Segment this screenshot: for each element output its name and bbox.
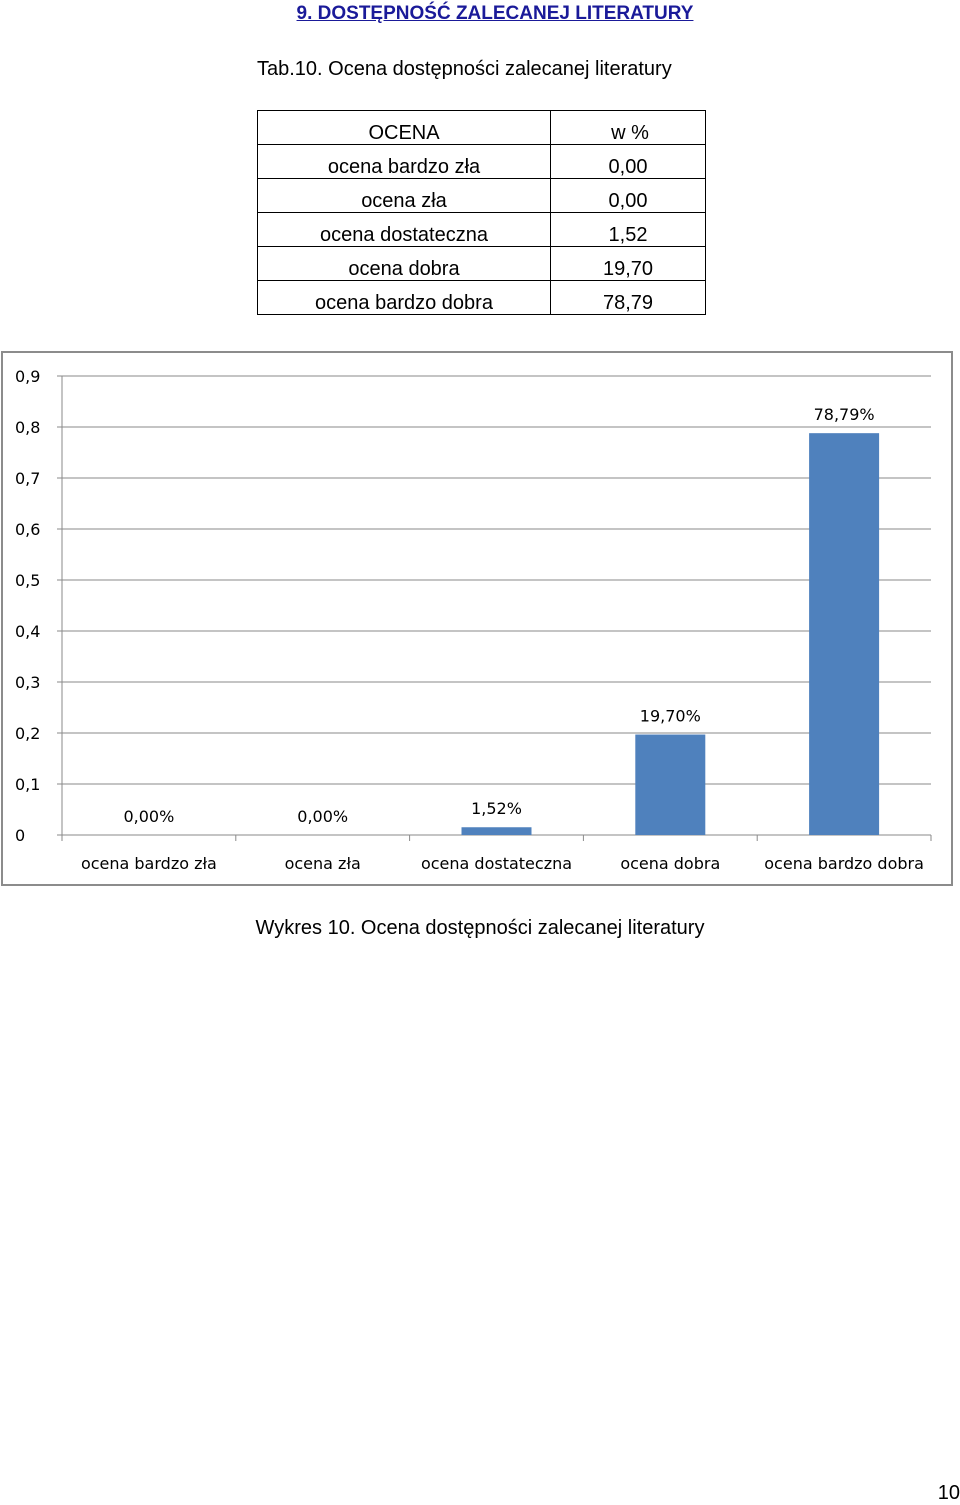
y-tick-label: 0,9 [15,367,40,386]
table-cell-grade: ocena dostateczna [257,212,551,247]
table-header-row: OCENA w % [257,110,706,145]
grade-table: OCENA w % ocena bardzo zła 0,00 ocena zł… [257,110,706,315]
y-tick-label: 0,3 [15,673,40,692]
table-row: ocena zła 0,00 [257,178,706,213]
table-cell-percent: 1,52 [550,212,706,247]
x-category-label: ocena zła [285,854,361,873]
section-heading: 9. DOSTĘPNOŚĆ ZALECANEJ LITERATURY [296,3,694,24]
y-tick-label: 0,4 [15,622,40,641]
table-cell-percent: 78,79 [550,280,706,315]
y-tick-label: 0,8 [15,418,40,437]
y-tick-label: 0,6 [15,520,40,539]
bar [809,433,880,835]
bar [635,734,706,835]
y-tick-label: 0,2 [15,724,40,743]
table-cell-grade: ocena bardzo zła [257,144,551,179]
table-cell-percent: 0,00 [550,144,706,179]
table-cell-percent: 19,70 [550,246,706,281]
chart-canvas: 0 0,1 0,2 0,3 0,4 0,5 0,6 0,7 0,8 0,9 0,00% ocena b… [15,367,932,873]
table-cell-grade: ocena zła [257,178,551,213]
table-header-cell: w % [550,110,706,145]
x-category-label: ocena dostateczna [421,854,572,873]
x-category-label: ocena bardzo dobra [764,854,924,873]
data-label: 78,79% [814,405,875,424]
table-caption: Tab.10. Ocena dostępności zalecanej lite… [257,58,672,80]
table-row: ocena dobra 19,70 [257,246,706,281]
chart-caption: Wykres 10. Ocena dostępności zalecanej l… [255,917,705,939]
table-row: ocena dostateczna 1,52 [257,212,706,247]
bar-chart: 0 0,1 0,2 0,3 0,4 0,5 0,6 0,7 0,8 0,9 0,00% ocena b… [1,351,953,886]
table-row: ocena bardzo zła 0,00 [257,144,706,179]
y-tick-label: 0,5 [15,571,40,590]
table-cell-grade: ocena dobra [257,246,551,281]
table-cell-percent: 0,00 [550,178,706,213]
table-header-cell: OCENA [257,110,551,145]
data-label: 0,00% [123,807,174,826]
table-cell-grade: ocena bardzo dobra [257,280,551,315]
bar [461,827,532,835]
x-category-label: ocena dobra [620,854,720,873]
y-tick-label: 0 [15,826,25,845]
table-row: ocena bardzo dobra 78,79 [257,280,706,315]
data-label: 0,00% [297,807,348,826]
data-label: 19,70% [640,707,701,726]
y-tick-label: 0,1 [15,775,40,794]
x-category-label: ocena bardzo zła [81,854,217,873]
page-number: 10 [937,1482,960,1504]
data-label: 1,52% [471,799,522,818]
y-tick-label: 0,7 [15,469,40,488]
